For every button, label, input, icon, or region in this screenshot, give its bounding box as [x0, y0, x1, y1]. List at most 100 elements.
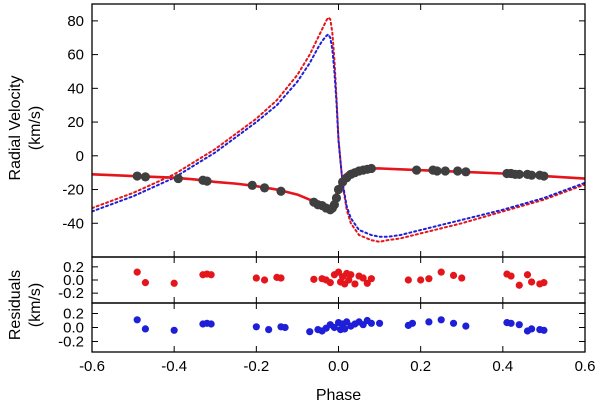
residual-point	[252, 323, 260, 331]
residual-point	[341, 325, 349, 333]
residual-point	[425, 275, 433, 283]
residual-point	[207, 320, 215, 328]
middle-y-tick-label: -0.2	[58, 285, 84, 302]
rv-data-point	[453, 166, 463, 176]
residual-point	[437, 268, 445, 276]
residual-point	[170, 326, 178, 334]
residual-point	[334, 268, 343, 276]
residual-point	[527, 278, 536, 286]
residual-point	[540, 326, 548, 334]
rv-data-point	[432, 166, 442, 176]
residual-point	[507, 319, 515, 327]
residual-point	[540, 279, 548, 287]
x-tick-label: 0.2	[410, 358, 431, 375]
residual-point	[425, 318, 433, 326]
residual-point	[449, 319, 458, 327]
rv-data-point	[276, 186, 286, 196]
top-y-tick-label: 20	[67, 114, 84, 131]
residual-point	[507, 272, 515, 280]
bottom-y-tick-label: 0.2	[63, 306, 84, 323]
residual-point	[367, 275, 375, 283]
x-axis-label: Phase	[316, 387, 361, 403]
residual-point	[306, 328, 314, 336]
rv-data-point	[526, 170, 537, 180]
middle-y-tick-label: 0.0	[63, 272, 84, 289]
rv-data-point	[140, 172, 151, 182]
residuals-y-axis-label-line: Residuals	[7, 270, 24, 340]
top-y-tick-label: 0	[76, 148, 84, 165]
top-y-tick-label: 40	[67, 80, 84, 97]
residual-point	[347, 271, 355, 279]
residual-point	[141, 325, 150, 333]
top-panel-plot	[92, 16, 585, 243]
residual-point	[523, 271, 532, 279]
residual-point	[359, 274, 367, 282]
rv-data-point	[539, 171, 549, 181]
rv-data-point	[366, 163, 376, 174]
middle-y-tick-label: 0.2	[63, 259, 84, 276]
residual-point	[462, 322, 470, 330]
top-y-tick-label: 80	[67, 13, 84, 30]
residuals-y-axis-label: Residuals (km/s)	[7, 270, 44, 340]
residual-point	[367, 319, 375, 327]
x-tick-label: 0.0	[328, 358, 349, 375]
residual-point	[260, 276, 269, 284]
rv-data-point	[440, 166, 450, 176]
residual-point	[408, 319, 417, 327]
residual-point	[363, 279, 371, 287]
residual-point	[375, 319, 384, 327]
residual-point	[515, 281, 523, 289]
rv-data-point	[333, 184, 344, 195]
bottom-y-tick-label: 0.0	[63, 320, 84, 337]
residual-point	[326, 279, 334, 287]
x-tick-label: -0.4	[161, 358, 187, 375]
frame-layer	[91, 3, 586, 353]
x-tick-label: -0.2	[243, 358, 269, 375]
rv-data-point	[202, 176, 212, 186]
residual-point	[141, 279, 150, 287]
residual-point	[281, 323, 289, 332]
rv-data-point	[132, 171, 142, 181]
residual-point	[265, 326, 273, 334]
residual-point	[277, 274, 285, 282]
residual-point	[310, 275, 318, 283]
rv-data-point	[331, 193, 342, 203]
residual-point	[252, 274, 260, 282]
top-y-tick-label: -20	[62, 182, 84, 199]
residual-point	[458, 274, 466, 282]
residual-point	[133, 316, 141, 324]
top-y-axis-label-line: Radial Velocity	[7, 76, 24, 181]
x-tick-label: 0.4	[492, 358, 513, 375]
x-tick-label: 0.6	[575, 358, 596, 375]
rv-data-point	[461, 167, 471, 177]
residual-point	[417, 276, 425, 284]
top-y-tick-label: 60	[67, 47, 84, 64]
middle-panel-plot	[133, 268, 548, 289]
residuals-y-axis-label-line: (km/s)	[27, 283, 44, 327]
residual-point	[351, 280, 359, 288]
residual-point	[170, 279, 178, 287]
top-y-axis-label: Radial Velocity (km/s)	[7, 76, 44, 181]
top-y-tick-label: -40	[62, 215, 84, 232]
rv-data-point	[247, 180, 257, 190]
rv-data-point	[411, 165, 422, 175]
residual-point	[527, 325, 536, 333]
residual-point	[404, 276, 412, 284]
residual-point	[515, 321, 523, 329]
residual-point	[449, 271, 458, 279]
residual-point	[437, 316, 445, 324]
rv-data-point	[259, 183, 270, 193]
residual-point	[133, 268, 141, 276]
text-layer: -40-20020406080-0.20.00.2-0.20.00.2-0.6-…	[7, 13, 595, 403]
residual-point	[207, 271, 215, 279]
residual-point	[330, 323, 338, 332]
rv-curve-dotted-blue	[92, 33, 585, 238]
plot-layer	[92, 16, 585, 336]
bottom-y-tick-label: -0.2	[58, 334, 84, 351]
x-tick-label: -0.6	[79, 358, 105, 375]
rv-data-point	[173, 173, 183, 184]
top-y-axis-label-line: (km/s)	[27, 106, 44, 150]
rv-data-point	[514, 169, 524, 179]
bottom-panel-plot	[133, 316, 548, 336]
